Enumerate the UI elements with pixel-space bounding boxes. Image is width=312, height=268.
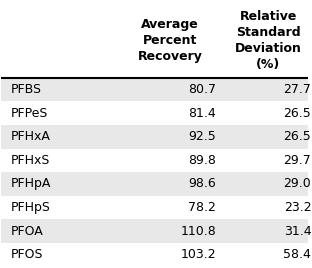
Text: PFHxS: PFHxS bbox=[11, 154, 50, 167]
Text: PFHxA: PFHxA bbox=[11, 130, 51, 143]
Text: 31.4: 31.4 bbox=[284, 225, 311, 238]
Text: 23.2: 23.2 bbox=[284, 201, 311, 214]
Text: PFBS: PFBS bbox=[11, 83, 41, 96]
Text: Average
Percent
Recovery: Average Percent Recovery bbox=[138, 18, 202, 63]
Text: 98.6: 98.6 bbox=[188, 177, 216, 191]
Bar bbox=[1, 196, 308, 219]
Text: PFHpS: PFHpS bbox=[11, 201, 51, 214]
Text: 27.7: 27.7 bbox=[283, 83, 311, 96]
Text: PFOA: PFOA bbox=[11, 225, 43, 238]
Text: PFOS: PFOS bbox=[11, 248, 43, 261]
Text: PFPeS: PFPeS bbox=[11, 107, 48, 120]
Text: Relative
Standard
Deviation
(%): Relative Standard Deviation (%) bbox=[235, 10, 302, 71]
Bar bbox=[1, 243, 308, 267]
Bar bbox=[1, 101, 308, 125]
Bar bbox=[1, 148, 308, 172]
Text: 110.8: 110.8 bbox=[180, 225, 216, 238]
Bar bbox=[1, 125, 308, 148]
Text: 29.0: 29.0 bbox=[284, 177, 311, 191]
Text: 80.7: 80.7 bbox=[188, 83, 216, 96]
Text: PFHpA: PFHpA bbox=[11, 177, 51, 191]
Text: 92.5: 92.5 bbox=[188, 130, 216, 143]
Bar bbox=[1, 78, 308, 101]
Text: 26.5: 26.5 bbox=[284, 107, 311, 120]
Text: 26.5: 26.5 bbox=[284, 130, 311, 143]
Text: 89.8: 89.8 bbox=[188, 154, 216, 167]
Text: 78.2: 78.2 bbox=[188, 201, 216, 214]
Text: 103.2: 103.2 bbox=[181, 248, 216, 261]
Bar bbox=[1, 172, 308, 196]
Text: 81.4: 81.4 bbox=[188, 107, 216, 120]
Text: 58.4: 58.4 bbox=[283, 248, 311, 261]
Bar bbox=[1, 219, 308, 243]
Text: 29.7: 29.7 bbox=[284, 154, 311, 167]
